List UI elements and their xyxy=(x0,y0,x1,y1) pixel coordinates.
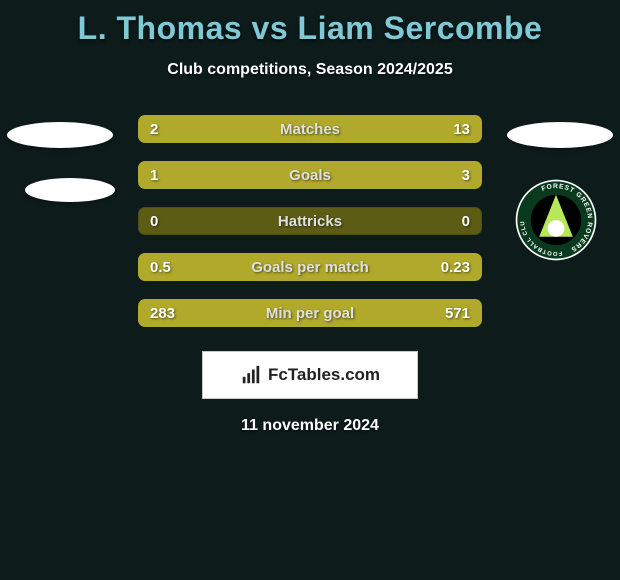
stat-value-left: 2 xyxy=(138,115,170,143)
stat-bar: 0 0Hattricks xyxy=(138,207,482,235)
brand-card[interactable]: FcTables.com xyxy=(202,351,418,399)
page-title: L. Thomas vs Liam Sercombe xyxy=(0,0,620,47)
comparison-page: L. Thomas vs Liam Sercombe Club competit… xyxy=(0,0,620,580)
stat-value-right: 0 xyxy=(450,207,482,235)
stat-value-left: 283 xyxy=(138,299,187,327)
stat-value-left: 0.5 xyxy=(138,253,183,281)
stat-bar: 13Goals xyxy=(138,161,482,189)
club-badge-icon: FOREST GREEN ROVERS FOOTBALL CLUB xyxy=(514,178,598,262)
comparison-bars: 213Matches13Goals00Hattricks0.50.23Goals… xyxy=(138,115,482,327)
stat-bar: 0.50.23Goals per match xyxy=(138,253,482,281)
stat-value-right: 0.23 xyxy=(429,253,482,281)
bar-chart-icon xyxy=(240,364,262,386)
brand-text: FcTables.com xyxy=(268,365,380,385)
stat-value-right: 571 xyxy=(433,299,482,327)
stat-bar: 213Matches xyxy=(138,115,482,143)
player-right-photo-placeholder xyxy=(507,122,613,148)
stat-value-right: 13 xyxy=(441,115,482,143)
player-right-club-badge: FOREST GREEN ROVERS FOOTBALL CLUB xyxy=(514,178,598,262)
stat-bar-right-fill xyxy=(224,161,482,189)
player-left-club-placeholder xyxy=(25,178,115,202)
stat-value-right: 3 xyxy=(450,161,482,189)
stat-bar: 283571Min per goal xyxy=(138,299,482,327)
stat-value-left: 1 xyxy=(138,161,170,189)
player-left-photo-placeholder xyxy=(7,122,113,148)
page-subtitle: Club competitions, Season 2024/2025 xyxy=(0,61,620,79)
stat-value-left: 0 xyxy=(138,207,170,235)
date-line: 11 november 2024 xyxy=(0,417,620,435)
stat-label: Hattricks xyxy=(138,207,482,235)
stat-bar-right-fill xyxy=(184,115,482,143)
